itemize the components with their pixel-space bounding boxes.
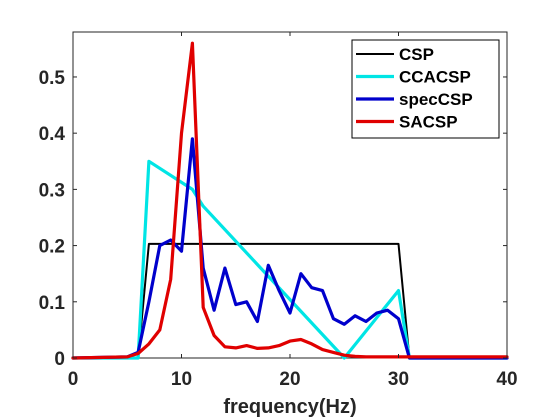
x-tick-label: 40 xyxy=(496,369,517,390)
y-tick-label: 0.2 xyxy=(39,237,65,258)
y-tick-label: 0.3 xyxy=(39,180,65,201)
x-axis-label: frequency(Hz) xyxy=(223,396,356,418)
x-tick-label: 30 xyxy=(388,369,409,390)
y-tick-label: 0.1 xyxy=(39,293,66,314)
series-line-sacsp xyxy=(71,41,509,360)
legend: CSP CCACSP specCSP SACSP xyxy=(351,39,500,139)
legend-label-csp: CSP xyxy=(399,45,434,64)
y-tick-label: 0.4 xyxy=(39,124,66,145)
x-tick-label: 0 xyxy=(68,369,79,390)
y-tick-label: 0.5 xyxy=(39,68,66,89)
series-layer xyxy=(71,41,509,360)
legend-label-speccsp: specCSP xyxy=(399,90,473,109)
series-line-ccacsp xyxy=(71,159,509,360)
series-line-speccsp xyxy=(71,137,509,360)
legend-label-sacsp: SACSP xyxy=(399,113,458,132)
legend-label-ccacsp: CCACSP xyxy=(399,68,471,87)
axes-layer: 0 10 20 30 40 0 0.1 0.2 0.3 0.4 0.5 xyxy=(39,32,518,390)
x-tick-label: 10 xyxy=(171,369,192,390)
x-tick-label: 20 xyxy=(279,369,300,390)
y-tick-label: 0 xyxy=(54,349,65,370)
